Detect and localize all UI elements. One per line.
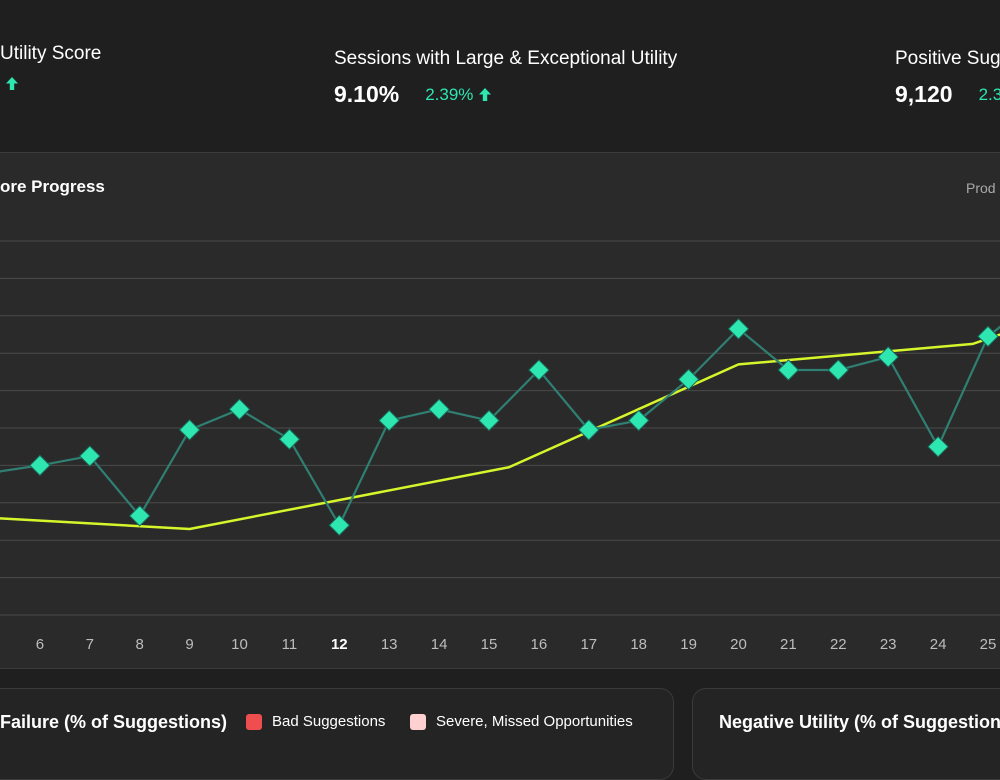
data-point-marker[interactable]	[278, 428, 301, 450]
data-point-marker[interactable]	[378, 409, 400, 432]
metric-positive-suggestions: Positive Sug 9,120 2.3	[895, 48, 1000, 108]
metric-utility-score: Utility Score	[0, 43, 101, 91]
x-tick-label: 12	[331, 636, 348, 653]
x-tick-label: 20	[730, 636, 747, 653]
data-point-marker[interactable]	[877, 346, 899, 368]
data-point-marker[interactable]	[428, 398, 450, 421]
product-filter-dropdown[interactable]: Prod	[966, 180, 996, 196]
chart-grid	[0, 240, 1000, 616]
legend-item-missed-opportunities[interactable]: Severe, Missed Opportunities	[410, 713, 633, 730]
legend-item-bad-suggestions[interactable]: Bad Suggestions	[246, 713, 385, 730]
data-point-marker[interactable]	[777, 359, 800, 381]
data-point-marker[interactable]	[578, 419, 600, 441]
arrow-up-icon	[6, 77, 18, 90]
data-point-marker[interactable]	[228, 398, 251, 421]
data-point-marker[interactable]	[827, 359, 850, 381]
x-tick-label: 15	[481, 636, 498, 653]
x-tick-label: 17	[580, 636, 597, 653]
legend-label: Severe, Missed Opportunities	[436, 713, 633, 730]
x-tick-label: 14	[431, 636, 448, 653]
metric-value: 9,120	[895, 81, 953, 107]
data-point-marker[interactable]	[328, 514, 351, 536]
x-tick-label: 21	[780, 636, 797, 653]
x-tick-label: 24	[930, 636, 947, 653]
data-point-marker[interactable]	[977, 325, 999, 348]
chart-title: ore Progress	[0, 177, 105, 196]
series-markers	[0, 318, 999, 536]
x-tick-label: 8	[136, 636, 144, 653]
x-axis-ticks: 6 7 8 9 10 11 12 13 14 15 16 17 18 19 20 21 22 23 24 25	[36, 636, 997, 653]
x-tick-label: 7	[86, 636, 94, 653]
utility-score-progress-chart: 6 7 8 9 10 11 12 13 14 15 16 17 18 19 20 21 22 23 24 25	[0, 240, 1000, 653]
data-point-marker[interactable]	[627, 409, 650, 432]
legend-label: Bad Suggestions	[272, 713, 386, 730]
data-point-marker[interactable]	[29, 454, 51, 477]
metric-delta: 2.39%	[425, 85, 492, 105]
metric-large-exceptional-sessions: Sessions with Large & Exceptional Utilit…	[334, 48, 677, 108]
x-tick-label: 18	[630, 636, 647, 653]
arrow-up-icon	[479, 88, 492, 101]
missed-opportunities-swatch	[410, 713, 426, 730]
x-tick-label: 23	[880, 636, 897, 653]
x-tick-label: 16	[531, 636, 548, 653]
data-point-marker[interactable]	[79, 445, 101, 467]
data-point-marker[interactable]	[727, 318, 750, 340]
data-point-marker[interactable]	[128, 505, 151, 527]
failure-card	[0, 688, 674, 780]
x-tick-label: 25	[980, 636, 997, 653]
metric-label: Utility Score	[0, 43, 102, 64]
data-point-marker[interactable]	[528, 359, 550, 381]
data-point-marker[interactable]	[927, 435, 949, 458]
failure-card-title: Failure (% of Suggestions)	[0, 712, 228, 732]
x-tick-label: 9	[185, 636, 193, 653]
metric-delta: 2.3	[978, 84, 1000, 104]
metric-delta	[0, 76, 19, 91]
metric-value: 9.10%	[334, 81, 400, 107]
metric-label: Positive Sug	[895, 48, 1000, 69]
bad-suggestions-swatch	[246, 713, 262, 730]
metric-label: Sessions with Large & Exceptional Utilit…	[334, 48, 678, 69]
negative-utility-card	[692, 688, 1000, 780]
data-point-marker[interactable]	[178, 419, 201, 441]
data-point-marker[interactable]	[677, 368, 700, 391]
x-tick-label: 11	[282, 636, 298, 653]
series-line	[0, 325, 1000, 527]
x-tick-label: 19	[680, 636, 697, 653]
data-point-marker[interactable]	[478, 409, 500, 432]
negative-utility-card-title: Negative Utility (% of Suggestions	[719, 712, 1000, 732]
x-tick-label: 22	[830, 636, 847, 653]
x-tick-label: 6	[36, 636, 44, 653]
series-line-layer	[0, 325, 1000, 527]
x-tick-label: 13	[381, 636, 398, 653]
x-tick-label: 10	[231, 636, 248, 653]
